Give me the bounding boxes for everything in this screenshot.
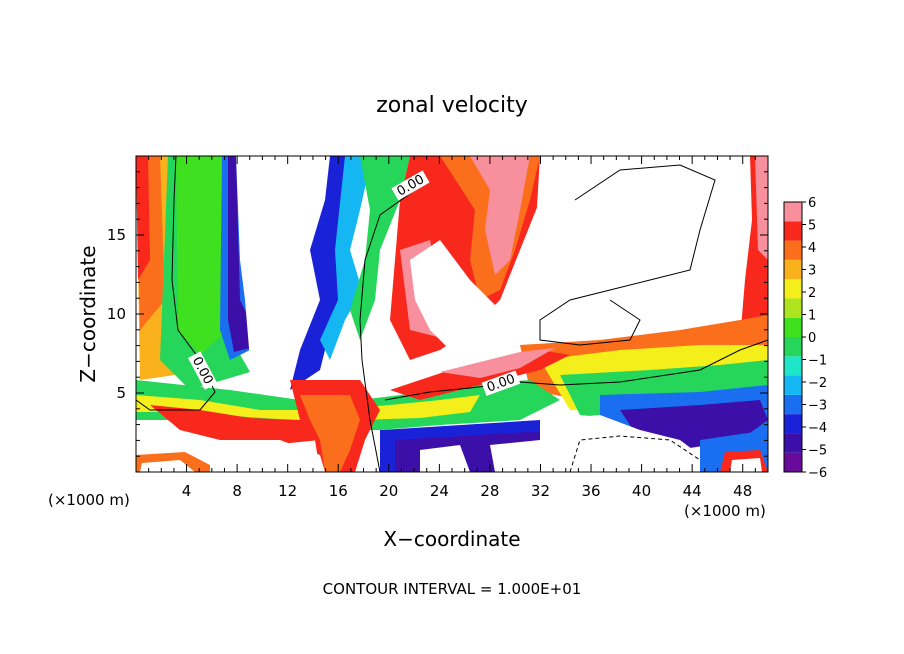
field-region [420, 445, 470, 472]
field-region [320, 156, 372, 360]
colorbar-swatch [784, 317, 802, 337]
contour-zero [539, 164, 716, 346]
colorbar-swatch [784, 375, 802, 395]
colorbar-swatch [784, 356, 802, 376]
colorbar-label: 4 [808, 241, 816, 256]
colorbar-swatch [784, 337, 802, 357]
colorbar-swatch [784, 240, 802, 260]
x-axis: 4 8 12 16 20 24 28 32 36 40 44 48 [148, 156, 756, 500]
x-tick-label: 20 [379, 482, 398, 500]
contour-zero [384, 339, 768, 401]
field-region [228, 156, 262, 352]
contour-negative [569, 435, 701, 472]
y-axis: 5 10 15 [107, 171, 768, 457]
field-region [176, 156, 228, 355]
colorbar-swatch [784, 279, 802, 299]
field-region [490, 440, 550, 472]
plot-area [136, 156, 768, 472]
colorbar-label: −3 [808, 399, 827, 414]
velocity-field [136, 156, 768, 472]
field-region [236, 156, 330, 360]
colorbar: 6 5 4 3 2 1 0 −1 −2 −3 −4 −5 −6 [783, 196, 827, 481]
field-region [440, 348, 555, 378]
field-region [350, 156, 410, 340]
colorbar-swatch [784, 259, 802, 280]
contour-label-bg [391, 170, 430, 201]
colorbar-swatch [784, 202, 802, 222]
field-region [470, 156, 530, 275]
x-axis-label: X−coordinate [383, 527, 520, 551]
colorbar-swatch [784, 221, 802, 241]
colorbar-label: −2 [808, 376, 827, 391]
x-tick-label: 8 [232, 482, 242, 500]
colorbar-label: −6 [808, 466, 827, 481]
x-tick-label: 4 [182, 482, 192, 500]
colorbar-swatch [784, 452, 802, 472]
field-region [410, 240, 520, 360]
field-region [755, 156, 768, 260]
x-tick-label: 12 [278, 482, 297, 500]
field-region [540, 415, 700, 472]
colorbar-swatch [784, 414, 802, 434]
x-tick-label: 48 [733, 482, 752, 500]
field-region [150, 405, 340, 445]
x-tick-label: 36 [581, 482, 600, 500]
colorbar-label: −1 [808, 354, 827, 369]
colorbar-label: 1 [808, 309, 816, 324]
x-tick-label: 40 [632, 482, 651, 500]
field-region [520, 156, 755, 355]
colorbar-label: 6 [808, 196, 816, 211]
colorbar-swatch [784, 394, 802, 415]
x-tick-label: 16 [329, 482, 348, 500]
colorbar-label: 0 [808, 331, 816, 346]
x-tick-label: 32 [531, 482, 550, 500]
field-region [210, 440, 325, 472]
colorbar-label: 5 [808, 219, 816, 234]
x-tick-label: 44 [683, 482, 702, 500]
y-tick-label: 10 [107, 305, 126, 323]
contour-zero [359, 189, 416, 472]
colorbar-label: 2 [808, 286, 816, 301]
y-tick-label: 15 [107, 226, 126, 244]
contour-label-bg [188, 351, 218, 390]
field-region [136, 156, 150, 280]
field-region [140, 460, 195, 472]
y-tick-label: 5 [116, 384, 126, 402]
y-axis-label: Z−coordinate [76, 245, 100, 382]
field-region [730, 458, 762, 472]
field-region [300, 395, 360, 472]
chart-title: zonal velocity [376, 93, 528, 118]
contour-label-bg [481, 370, 521, 396]
x-unit-right: (×1000 m) [684, 502, 766, 520]
x-tick-label: 28 [480, 482, 499, 500]
colorbar-label: 3 [808, 264, 816, 279]
contour-interval-note: CONTOUR INTERVAL = 1.000E+01 [323, 580, 582, 598]
colorbar-label: −4 [808, 421, 827, 436]
colorbar-swatch [784, 433, 802, 453]
colorbar-label: −5 [808, 444, 827, 459]
x-tick-label: 24 [430, 482, 449, 500]
x-unit-left: (×1000 m) [48, 491, 130, 509]
colorbar-swatch [784, 298, 802, 318]
